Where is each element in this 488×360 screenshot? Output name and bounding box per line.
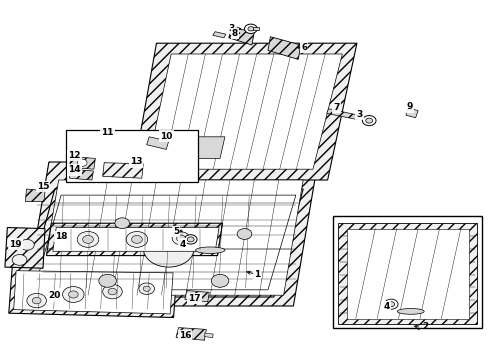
Bar — [332, 216, 481, 328]
Polygon shape — [212, 32, 225, 38]
Text: 11: 11 — [101, 128, 114, 137]
Polygon shape — [69, 157, 95, 169]
Ellipse shape — [396, 309, 424, 314]
Text: 19: 19 — [9, 240, 22, 248]
Polygon shape — [39, 180, 303, 295]
Circle shape — [108, 288, 117, 295]
Text: 12: 12 — [68, 151, 81, 160]
Text: 2: 2 — [422, 323, 427, 332]
Circle shape — [365, 118, 372, 123]
Text: 3: 3 — [356, 110, 362, 119]
Text: 13: 13 — [129, 157, 142, 166]
Polygon shape — [184, 291, 209, 302]
Circle shape — [387, 302, 394, 307]
Circle shape — [82, 235, 93, 243]
Circle shape — [384, 299, 397, 309]
Text: 8: 8 — [231, 29, 237, 37]
Circle shape — [187, 237, 194, 242]
Polygon shape — [25, 189, 45, 202]
Text: 10: 10 — [160, 132, 172, 140]
Polygon shape — [346, 229, 468, 319]
Circle shape — [139, 283, 154, 294]
Polygon shape — [204, 333, 213, 338]
Circle shape — [143, 286, 150, 291]
Text: 6: 6 — [301, 43, 306, 52]
Text: 15: 15 — [37, 182, 49, 191]
Text: 16: 16 — [178, 331, 191, 340]
Polygon shape — [25, 189, 303, 297]
Text: 20: 20 — [48, 292, 61, 300]
Circle shape — [62, 287, 84, 302]
Circle shape — [247, 27, 253, 31]
Circle shape — [211, 274, 228, 287]
Polygon shape — [146, 137, 168, 149]
Polygon shape — [102, 163, 143, 178]
Text: 1: 1 — [253, 270, 259, 279]
Circle shape — [184, 235, 197, 244]
Polygon shape — [171, 137, 224, 158]
Polygon shape — [9, 267, 177, 318]
Circle shape — [237, 229, 251, 239]
Circle shape — [99, 274, 116, 287]
Circle shape — [12, 255, 27, 265]
Circle shape — [27, 293, 46, 308]
Circle shape — [131, 235, 142, 243]
Polygon shape — [46, 223, 222, 256]
Circle shape — [143, 230, 194, 267]
Text: 17: 17 — [188, 294, 201, 303]
Polygon shape — [132, 43, 356, 180]
Text: 5: 5 — [173, 227, 179, 236]
Polygon shape — [338, 223, 476, 324]
Circle shape — [362, 116, 375, 126]
Polygon shape — [146, 54, 342, 169]
Text: 14: 14 — [68, 165, 81, 174]
Circle shape — [77, 159, 87, 166]
Circle shape — [68, 291, 78, 298]
Ellipse shape — [195, 247, 224, 253]
Circle shape — [126, 231, 147, 247]
Polygon shape — [267, 37, 300, 59]
Polygon shape — [405, 108, 417, 118]
Polygon shape — [228, 27, 254, 45]
Text: 9: 9 — [406, 102, 412, 112]
Polygon shape — [24, 162, 317, 306]
Circle shape — [32, 297, 41, 304]
Circle shape — [102, 284, 122, 299]
Polygon shape — [34, 195, 295, 290]
Polygon shape — [14, 271, 173, 314]
Text: 3: 3 — [228, 24, 234, 33]
Circle shape — [244, 24, 257, 33]
Text: 7: 7 — [332, 103, 339, 112]
Polygon shape — [53, 228, 219, 251]
Circle shape — [115, 218, 129, 229]
Circle shape — [77, 231, 99, 247]
Polygon shape — [5, 228, 45, 268]
Circle shape — [176, 235, 185, 242]
Polygon shape — [69, 169, 93, 180]
Polygon shape — [176, 328, 206, 340]
Polygon shape — [326, 109, 358, 120]
Circle shape — [20, 239, 34, 250]
Bar — [249, 27, 259, 30]
Text: 4: 4 — [382, 302, 389, 311]
Text: 18: 18 — [55, 233, 67, 241]
Circle shape — [172, 232, 189, 245]
Text: 4: 4 — [179, 240, 185, 248]
Bar — [66, 130, 198, 182]
